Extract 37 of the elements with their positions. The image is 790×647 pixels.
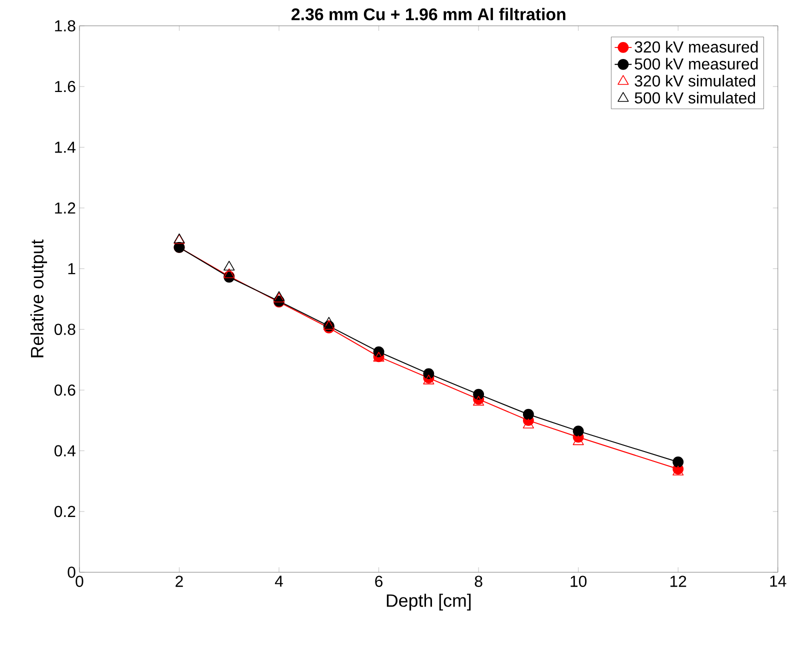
point — [572, 435, 584, 446]
x-axis-title: Depth [cm] — [386, 594, 471, 611]
point — [224, 268, 235, 278]
x-tick-label: 0 — [76, 576, 84, 588]
x-tick-label: 4 — [274, 576, 283, 587]
chart-title: 2.36 mm Cu + 1.96 mm Al filtration — [292, 8, 566, 20]
legend-label: 500 kV measured — [634, 58, 758, 70]
point — [672, 456, 684, 468]
y-tick-label: 0 — [68, 566, 76, 578]
y-tick-label: 0.4 — [54, 445, 76, 457]
legend-label: 320 kV measured — [634, 41, 758, 53]
point — [373, 346, 384, 358]
point — [224, 260, 235, 271]
point — [323, 317, 334, 327]
y-tick-label: 1 — [68, 263, 76, 274]
legend-label: 500 kV simulated — [634, 92, 756, 104]
y-tick-label: 1.4 — [55, 142, 76, 153]
y-tick-label: 1.2 — [55, 202, 76, 214]
point — [572, 426, 584, 437]
y-tick-label: 1.8 — [55, 20, 76, 32]
point — [423, 368, 434, 380]
x-tick-label: 6 — [375, 576, 382, 588]
y-tick-label: 1.6 — [55, 81, 76, 92]
x-tick-label: 2 — [176, 576, 183, 587]
x-tick-label: 14 — [770, 576, 786, 587]
point — [522, 409, 534, 420]
y-tick-label: 0.2 — [54, 506, 76, 518]
point — [522, 418, 534, 429]
legend-label: 320 kV simulated — [634, 75, 756, 87]
y-tick-label: 0.8 — [54, 324, 76, 336]
point — [473, 389, 484, 400]
point — [472, 396, 484, 406]
y-axis-title: Relative output — [30, 240, 48, 358]
x-tick-label: 10 — [570, 576, 587, 588]
x-tick-label: 12 — [670, 576, 686, 587]
y-tick-label: 0.6 — [54, 384, 76, 396]
x-tick-label: 8 — [474, 576, 482, 588]
